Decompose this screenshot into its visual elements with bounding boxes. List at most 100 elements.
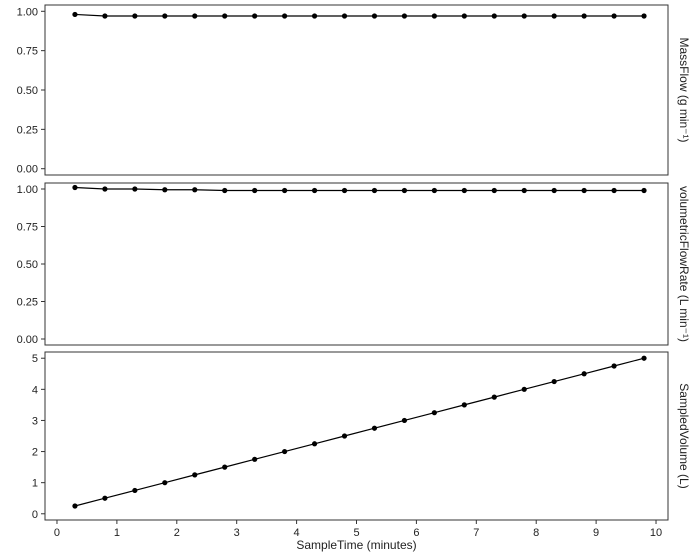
strip-label: SampledVolume (L) bbox=[677, 383, 691, 488]
y-tick-label: 3 bbox=[32, 415, 38, 427]
data-point bbox=[641, 355, 647, 361]
data-point bbox=[401, 417, 408, 424]
data-point bbox=[641, 187, 647, 194]
data-point bbox=[401, 187, 408, 194]
panel-2: 0.00 0.25 0.50 0.75 1.00 volumetricFlowRate (… bbox=[17, 182, 691, 346]
strip-label: volumetricFlowRate (L min⁻¹) bbox=[677, 186, 691, 342]
data-point bbox=[162, 187, 168, 193]
y-tick-label: 0.50 bbox=[17, 85, 38, 97]
data-point bbox=[341, 187, 348, 194]
y-tick-label: 1 bbox=[32, 478, 38, 490]
data-point bbox=[252, 13, 258, 19]
data-point bbox=[461, 402, 467, 408]
x-tick-label: 4 bbox=[294, 527, 300, 539]
y-tick-label: 0.00 bbox=[17, 334, 38, 346]
series-line bbox=[74, 357, 645, 507]
data-point bbox=[192, 472, 198, 478]
data-point bbox=[282, 187, 288, 194]
panel-3: 0 1 2 3 4 5 SampledVolume (L) bbox=[32, 351, 691, 521]
data-point bbox=[431, 13, 437, 19]
data-point bbox=[521, 13, 527, 19]
data-point bbox=[311, 187, 318, 194]
y-tick-label: 4 bbox=[32, 384, 38, 396]
data-point bbox=[551, 378, 557, 385]
data-point bbox=[311, 13, 318, 19]
x-tick-label: 10 bbox=[650, 527, 662, 539]
series-line bbox=[74, 186, 645, 192]
data-point bbox=[132, 487, 138, 494]
data-point bbox=[401, 13, 408, 19]
data-point bbox=[431, 410, 437, 416]
data-point bbox=[551, 13, 557, 19]
data-point bbox=[371, 425, 378, 431]
panel-1: 0.00 0.25 0.50 0.75 1.00 MassFlow (g min⁻¹) bbox=[17, 4, 691, 176]
data-point bbox=[72, 503, 78, 509]
data-point bbox=[491, 394, 497, 400]
data-point bbox=[222, 13, 228, 19]
data-point bbox=[102, 13, 108, 19]
series-line bbox=[74, 13, 645, 17]
data-point bbox=[282, 448, 288, 455]
data-point bbox=[461, 13, 467, 19]
y-tick-label: 5 bbox=[32, 353, 38, 365]
data-point bbox=[252, 456, 258, 462]
data-point bbox=[581, 187, 587, 194]
data-point bbox=[431, 187, 437, 194]
data-point bbox=[341, 13, 348, 19]
strip-label: MassFlow (g min⁻¹) bbox=[677, 37, 691, 142]
data-point bbox=[222, 464, 228, 470]
y-tick-label: 0.75 bbox=[17, 46, 38, 58]
x-tick-label: 2 bbox=[174, 527, 180, 539]
data-point bbox=[102, 495, 108, 501]
data-point bbox=[611, 187, 617, 194]
y-tick-label: 1.00 bbox=[17, 184, 38, 196]
data-point bbox=[162, 480, 168, 486]
data-point bbox=[252, 187, 258, 194]
x-axis-title: SampleTime (minutes) bbox=[296, 538, 416, 552]
data-point bbox=[132, 13, 138, 19]
data-point bbox=[461, 187, 467, 194]
data-point bbox=[72, 11, 78, 18]
data-point bbox=[371, 187, 378, 194]
x-tick-label: 0 bbox=[54, 527, 60, 539]
data-point bbox=[222, 187, 228, 194]
y-tick-label: 0.00 bbox=[17, 164, 38, 176]
x-tick-label: 3 bbox=[234, 527, 240, 539]
panel-frame bbox=[44, 182, 669, 346]
data-point bbox=[192, 13, 198, 19]
x-tick-label: 1 bbox=[114, 527, 120, 539]
x-tick-label: 7 bbox=[473, 527, 479, 539]
data-point bbox=[491, 13, 497, 19]
data-point bbox=[162, 13, 168, 19]
panel-frame bbox=[44, 4, 669, 176]
x-tick-label: 9 bbox=[593, 527, 599, 539]
y-tick-label: 0 bbox=[32, 509, 38, 521]
x-tick-label: 8 bbox=[533, 527, 539, 539]
y-tick-label: 0.25 bbox=[17, 124, 38, 136]
y-tick-label: 1.00 bbox=[17, 6, 38, 18]
x-axis: 0 1 2 3 4 5 6 7 8 9 10 bbox=[54, 520, 662, 539]
x-tick-label: 6 bbox=[413, 527, 419, 539]
data-point bbox=[491, 187, 497, 194]
data-point bbox=[611, 13, 617, 19]
data-point bbox=[311, 441, 318, 447]
data-point bbox=[371, 13, 378, 19]
data-point bbox=[521, 386, 527, 392]
data-point bbox=[282, 13, 288, 19]
data-point bbox=[72, 184, 78, 191]
y-tick-label: 0.25 bbox=[17, 297, 38, 309]
y-tick-label: 2 bbox=[32, 447, 38, 459]
data-point bbox=[192, 187, 198, 193]
data-point bbox=[551, 187, 557, 194]
data-point bbox=[611, 363, 617, 369]
data-point bbox=[102, 186, 108, 192]
data-point bbox=[581, 371, 587, 377]
y-tick-label: 0.50 bbox=[17, 259, 38, 271]
panel-frame bbox=[44, 351, 669, 521]
data-point bbox=[341, 433, 348, 439]
data-point bbox=[581, 13, 587, 19]
data-point bbox=[132, 186, 138, 192]
data-point bbox=[641, 13, 647, 19]
